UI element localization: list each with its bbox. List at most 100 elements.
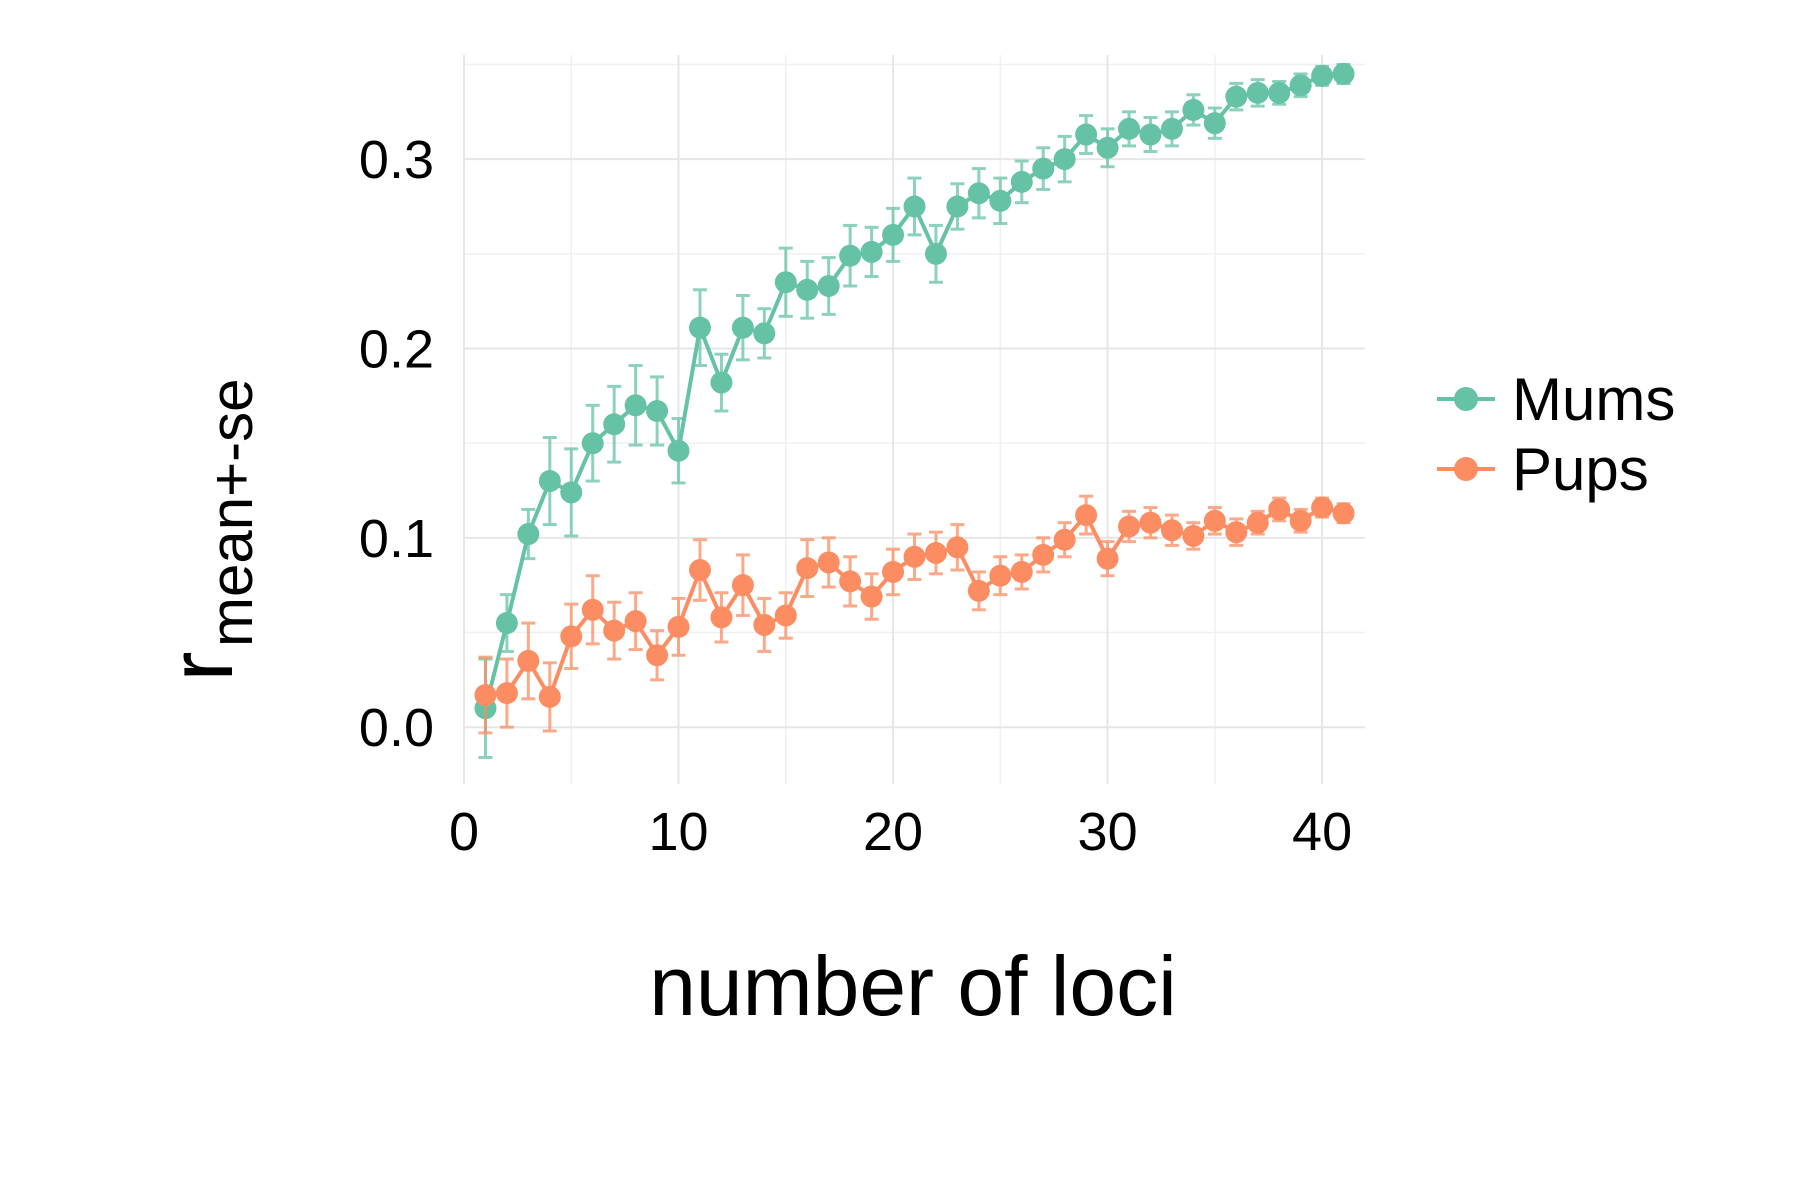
data-point-mums	[1118, 117, 1141, 140]
axis-ticks: 0 10 20 30 40 0.0 0.1 0.2 0.3	[359, 130, 1352, 862]
data-point-pups	[1289, 509, 1312, 532]
data-point-mums	[817, 275, 840, 298]
data-point-mums	[882, 223, 905, 246]
x-tick-label: 20	[863, 802, 923, 862]
data-point-mums	[688, 316, 711, 339]
series-pups	[474, 494, 1355, 735]
data-point-mums	[1268, 81, 1291, 104]
data-point-mums	[967, 182, 990, 205]
legend-key-point	[1454, 457, 1478, 481]
data-point-pups	[796, 557, 819, 580]
data-point-pups	[903, 545, 926, 568]
data-point-pups	[1053, 528, 1076, 551]
y-tick-label: 0.3	[359, 130, 434, 190]
data-point-pups	[1311, 496, 1334, 519]
data-point-mums	[538, 470, 561, 493]
legend-label-pups: Pups	[1512, 436, 1649, 503]
data-point-mums	[1246, 81, 1269, 104]
data-point-pups	[688, 559, 711, 582]
data-point-mums	[603, 413, 626, 436]
data-point-pups	[967, 579, 990, 602]
data-point-pups	[839, 570, 862, 593]
data-point-pups	[710, 606, 733, 629]
data-point-pups	[603, 619, 626, 642]
data-point-mums	[1203, 112, 1226, 135]
data-point-pups	[946, 536, 969, 559]
data-point-pups	[882, 560, 905, 583]
data-point-pups	[774, 604, 797, 627]
data-point-mums	[903, 195, 926, 218]
data-point-mums	[1160, 117, 1183, 140]
data-point-pups	[924, 541, 947, 564]
data-point-mums	[860, 240, 883, 263]
data-point-pups	[1118, 515, 1141, 538]
data-point-pups	[1096, 547, 1119, 570]
data-point-pups	[560, 625, 583, 648]
data-point-mums	[731, 316, 754, 339]
data-point-mums	[1311, 64, 1334, 87]
data-point-mums	[560, 481, 583, 504]
data-point-mums	[946, 195, 969, 218]
data-point-mums	[1010, 170, 1033, 193]
data-point-mums	[1053, 148, 1076, 171]
data-point-mums	[1096, 136, 1119, 159]
data-point-pups	[1332, 502, 1355, 525]
data-point-pups	[1203, 509, 1226, 532]
x-tick-label: 40	[1292, 802, 1352, 862]
data-point-mums	[774, 271, 797, 294]
data-point-pups	[1032, 543, 1055, 566]
data-point-mums	[1225, 85, 1248, 108]
data-point-pups	[1010, 560, 1033, 583]
y-tick-label: 0.1	[359, 509, 434, 569]
data-point-mums	[495, 612, 518, 635]
data-point-mums	[667, 439, 690, 462]
y-axis-title-subscript: mean+-se	[198, 379, 265, 647]
data-point-mums	[924, 242, 947, 265]
y-tick-label: 0.2	[359, 319, 434, 379]
data-point-pups	[538, 685, 561, 708]
data-point-mums	[624, 394, 647, 417]
legend-key-point	[1454, 387, 1478, 411]
data-point-mums	[1139, 123, 1162, 146]
data-point-mums	[839, 244, 862, 267]
y-tick-label: 0.0	[359, 698, 434, 758]
data-point-mums	[646, 399, 669, 422]
data-point-pups	[1139, 511, 1162, 534]
data-point-mums	[1332, 62, 1355, 85]
data-point-pups	[495, 682, 518, 705]
data-point-mums	[796, 278, 819, 301]
data-point-mums	[1182, 98, 1205, 121]
data-point-pups	[817, 551, 840, 574]
data-point-pups	[581, 598, 604, 621]
data-point-pups	[1268, 498, 1291, 521]
data-point-pups	[646, 644, 669, 667]
data-point-mums	[1075, 123, 1098, 146]
x-axis-title: number of loci	[649, 939, 1177, 1033]
x-tick-label: 30	[1078, 802, 1138, 862]
legend-label-mums: Mums	[1512, 366, 1675, 433]
data-point-mums	[989, 189, 1012, 212]
data-point-pups	[1160, 519, 1183, 542]
data-point-pups	[1225, 521, 1248, 544]
data-point-mums	[1289, 74, 1312, 97]
data-point-pups	[753, 613, 776, 636]
data-point-pups	[1182, 524, 1205, 547]
y-axis-title: r mean+-se	[152, 379, 265, 682]
data-point-pups	[731, 574, 754, 597]
data-point-pups	[1075, 504, 1098, 527]
data-point-mums	[1032, 157, 1055, 180]
data-point-pups	[624, 610, 647, 633]
legend-item-mums: Mums	[1437, 366, 1675, 433]
data-point-mums	[710, 371, 733, 394]
data-point-pups	[474, 684, 497, 707]
data-point-pups	[667, 615, 690, 638]
series-mums	[474, 62, 1355, 759]
data-point-pups	[1246, 511, 1269, 534]
data-point-pups	[989, 564, 1012, 587]
data-point-mums	[517, 523, 540, 546]
data-point-mums	[753, 322, 776, 345]
x-tick-label: 0	[449, 802, 479, 862]
